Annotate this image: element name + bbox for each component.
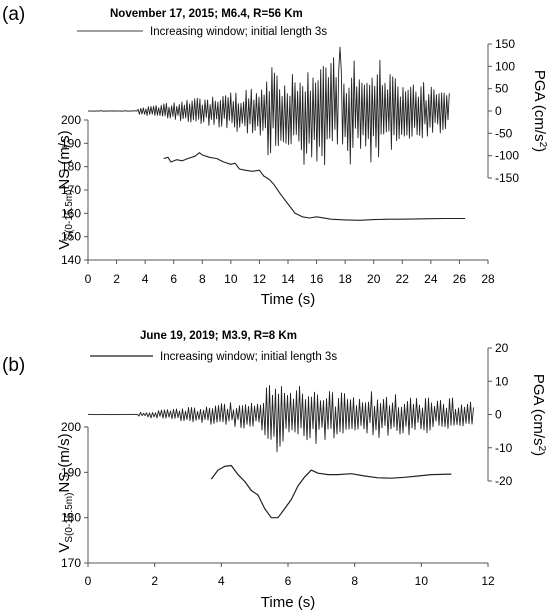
panel-a-title: November 17, 2015; M6.4, R=56 Km	[110, 8, 303, 20]
x-tick-label: 26	[453, 272, 467, 286]
x-tick-label: 12	[481, 574, 495, 588]
right-tick-label: -50	[495, 126, 513, 140]
panel-a-left-ylabel: VS(0-15.5m)NS (m/s)	[56, 130, 75, 249]
x-tick-label: 18	[338, 272, 352, 286]
x-tick-label: 14	[281, 272, 295, 286]
panel-a-left-ticks: 140 150 160 170 180 190 200	[61, 113, 88, 267]
right-tick-label: 150	[495, 37, 515, 51]
x-tick-label: 8	[199, 272, 206, 286]
left-tick-label: 200	[61, 420, 81, 434]
x-tick-label: 22	[396, 272, 410, 286]
right-tick-label: -150	[495, 171, 519, 185]
x-tick-label: 16	[310, 272, 324, 286]
left-tick-label: 140	[61, 253, 81, 267]
panel-b-pga-trace	[87, 385, 474, 453]
left-tick-label: 170	[61, 556, 81, 570]
x-tick-label: 12	[253, 272, 267, 286]
x-tick-label: 4	[142, 272, 149, 286]
panel-a-legend-label: Increasing window; initial length 3s	[150, 26, 327, 38]
panel-b-x-label: Time (s)	[261, 594, 315, 611]
panel-a-vs-trace	[163, 152, 466, 221]
panel-b-x-ticks: 0 2 4 6 8 10 12	[85, 563, 495, 588]
panel-b-vs-trace	[210, 464, 452, 519]
left-tick-label: 150	[61, 230, 81, 244]
right-tick-label: 100	[495, 59, 515, 73]
panel-b-legend-label: Increasing window; initial length 3s	[160, 351, 337, 363]
panel-b-right-ticks: -20 -10 0 10 20	[488, 341, 513, 488]
x-tick-label: 6	[170, 272, 177, 286]
panel-a-right-ylabel: PGA (cm/s2)	[531, 70, 548, 152]
right-tick-label: 20	[495, 341, 509, 355]
panel-a-x-label: Time (s)	[261, 291, 315, 308]
x-tick-label: 6	[285, 574, 292, 588]
right-tick-label: 50	[495, 82, 509, 96]
x-tick-label: 4	[218, 574, 225, 588]
x-tick-label: 24	[424, 272, 438, 286]
x-tick-label: 2	[151, 574, 158, 588]
x-tick-label: 0	[85, 272, 92, 286]
left-tick-label: 190	[61, 136, 81, 150]
panel-b: (b) June 19, 2019; M3.9, R=8 Km Increasi…	[2, 330, 547, 611]
x-tick-label: 0	[85, 574, 92, 588]
x-tick-label: 2	[113, 272, 120, 286]
left-tick-label: 170	[61, 183, 81, 197]
panel-b-left-ticks: 170 180 190 200	[61, 420, 88, 570]
x-tick-label: 8	[351, 574, 358, 588]
left-tick-label: 200	[61, 113, 81, 127]
panel-a-label: (a)	[2, 4, 25, 25]
panel-b-left-ylabel: VS(0-15.5m)NS (m/s)	[56, 433, 75, 552]
panel-b-right-ylabel: PGA (cm/s2)	[530, 374, 547, 456]
panel-a-right-ticks: -150 -100 -50 0 50 100 150	[488, 37, 519, 185]
x-tick-label: 28	[481, 272, 495, 286]
left-tick-label: 160	[61, 206, 81, 220]
x-tick-label: 10	[224, 272, 238, 286]
panel-a: (a) November 17, 2015; M6.4, R=56 Km Inc…	[2, 4, 548, 308]
right-tick-label: 0	[495, 104, 502, 118]
right-tick-label: -10	[495, 441, 513, 455]
right-tick-label: 10	[495, 374, 509, 388]
right-tick-label: -20	[495, 474, 513, 488]
x-tick-label: 20	[367, 272, 381, 286]
left-tick-label: 180	[61, 160, 81, 174]
x-tick-label: 10	[415, 574, 429, 588]
right-tick-label: -100	[495, 149, 519, 163]
left-tick-label: 190	[61, 465, 81, 479]
panel-a-x-ticks: 0 2 4 6 8 10 12 14 16 18 20 22 24 26 28	[85, 260, 495, 286]
left-tick-label: 180	[61, 511, 81, 525]
right-tick-label: 0	[495, 408, 502, 422]
panel-b-label: (b)	[2, 355, 25, 376]
panel-b-title: June 19, 2019; M3.9, R=8 Km	[140, 330, 297, 342]
panel-a-pga-trace	[87, 46, 450, 166]
